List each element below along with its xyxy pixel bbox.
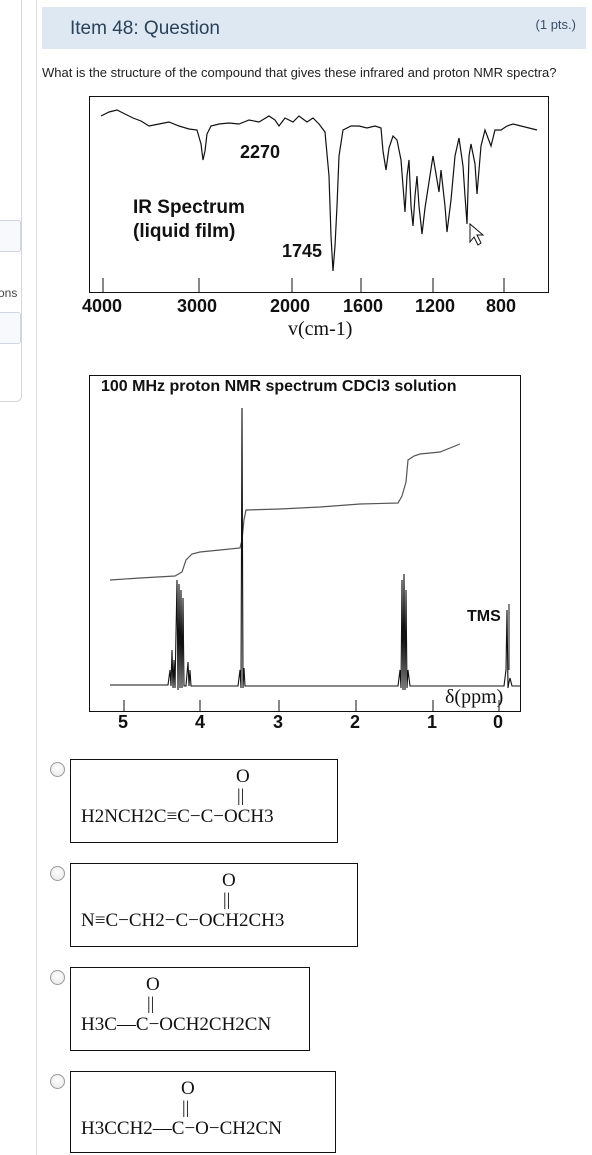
answer-radio-a[interactable]: [50, 762, 65, 777]
ir-title: IR Spectrum (liquid film): [133, 196, 245, 244]
choice-b-mid: C−CH2−C−OCH2CH3: [105, 910, 285, 931]
answer-choice-a[interactable]: O || H2NCH2C≡C−C−OCH3: [70, 759, 338, 843]
ir-x-axis-ticks: [102, 278, 505, 292]
choice-d-left: H3CCH2: [81, 1118, 153, 1139]
choice-a-formula: H2NCH2C≡C−C−OCH3: [81, 806, 274, 828]
answer-radio-c[interactable]: [50, 970, 65, 985]
ir-tick-800: 800: [486, 296, 517, 316]
choice-b-formula: N≡C−CH2−C−OCH2CH3: [81, 910, 284, 932]
ir-x-axis-unit: v(cm-1): [288, 318, 353, 340]
nmr-tick-1: 1: [427, 712, 438, 732]
nmr-title: 100 MHz proton NMR spectrum CDCl3 soluti…: [101, 378, 457, 395]
nmr-tick-0: 0: [493, 712, 504, 732]
content-divider: [36, 0, 37, 1155]
choice-b-triple: ≡: [94, 910, 106, 931]
choice-c-left: H3C: [81, 1014, 117, 1035]
ir-tick-2000: 2000: [270, 296, 311, 316]
answer-radio-b[interactable]: [50, 866, 65, 881]
ir-peak-label-1745: 1745: [282, 241, 323, 261]
ir-spectrum-trace: [100, 109, 538, 272]
choice-d-carbonyl-o: O: [181, 1078, 195, 1099]
choice-b-left: N: [81, 910, 95, 931]
nmr-tick-2: 2: [350, 712, 361, 732]
left-side-panel: [0, 0, 22, 402]
choice-d-mid: —C−O−CH2CN: [152, 1118, 282, 1139]
nmr-tms-label: TMS: [467, 608, 501, 625]
nmr-axis-label: δ(ppm): [445, 686, 504, 708]
choice-d-formula: H3CCH2—C−O−CH2CN: [81, 1118, 282, 1140]
answer-choice-b[interactable]: O || N≡C−CH2−C−OCH2CH3: [70, 863, 358, 947]
choice-b-double-bond: ||: [223, 889, 231, 909]
choice-c-carbonyl-o: O: [146, 974, 160, 995]
choice-d-double-bond: ||: [182, 1097, 190, 1117]
answer-choice-c[interactable]: O || H3C—C−OCH2CH2CN: [70, 967, 310, 1051]
answer-radio-d[interactable]: [50, 1074, 65, 1089]
choice-a-double-bond: ||: [237, 785, 245, 805]
nmr-spectrum-frame: [89, 375, 521, 712]
ir-spectrum-frame: [89, 96, 549, 293]
side-panel-box-top[interactable]: [0, 220, 21, 252]
choice-c-mid: —C−OCH2CH2CN: [116, 1014, 272, 1035]
side-panel-fragment-text: ons: [0, 286, 18, 300]
side-panel-box-bottom[interactable]: [0, 312, 21, 344]
ir-title-line2: (liquid film): [133, 221, 236, 242]
answer-choice-d[interactable]: O || H3CCH2—C−O−CH2CN: [70, 1071, 336, 1153]
ir-peak-label-2270: 2270: [240, 142, 281, 162]
choice-a-mid: C−C−OCH3: [177, 806, 274, 827]
ir-title-line1: IR Spectrum: [133, 197, 245, 218]
choice-a-carbonyl-o: O: [236, 766, 250, 787]
ir-tick-3000: 3000: [177, 296, 218, 316]
question-title: Item 48: Question: [70, 18, 220, 39]
choice-b-carbonyl-o: O: [222, 870, 236, 891]
choice-c-double-bond: ||: [147, 993, 155, 1013]
ir-tick-1600: 1600: [343, 296, 384, 316]
nmr-spectrum-trace: [109, 407, 520, 712]
choice-c-formula: H3C—C−OCH2CH2CN: [81, 1014, 271, 1036]
ir-tick-4000: 4000: [82, 296, 123, 316]
choice-a-triple: ≡: [166, 806, 178, 827]
question-points: (1 pts.): [535, 17, 576, 32]
choice-a-left: H2NCH2C: [81, 806, 167, 827]
question-header: Item 48: Question (1 pts.): [42, 7, 586, 49]
nmr-tick-4: 4: [195, 712, 206, 732]
nmr-tick-5: 5: [118, 712, 129, 732]
nmr-tick-3: 3: [273, 712, 284, 732]
ir-tick-1200: 1200: [415, 296, 456, 316]
question-text: What is the structure of the compound th…: [42, 65, 557, 80]
